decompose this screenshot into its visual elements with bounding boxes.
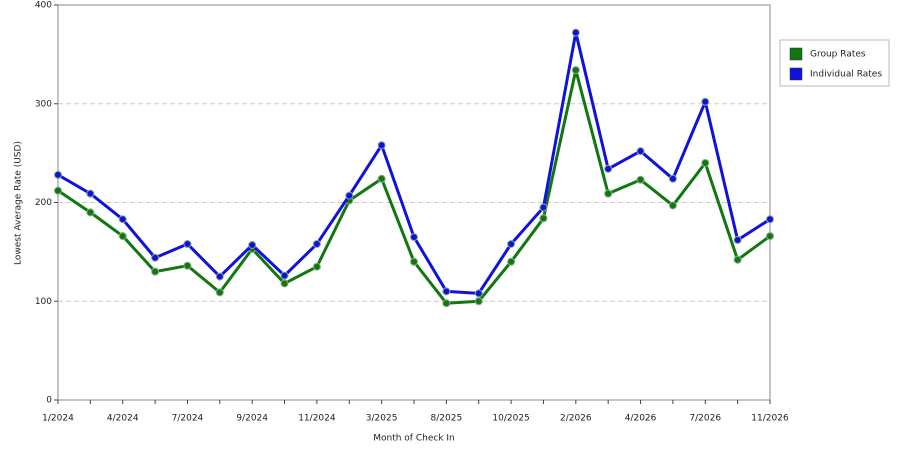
point bbox=[571, 28, 580, 37]
point bbox=[151, 253, 160, 262]
x-tick-label: 8/2025 bbox=[431, 414, 463, 424]
point bbox=[345, 191, 354, 200]
point bbox=[507, 257, 516, 266]
point bbox=[701, 97, 710, 106]
point bbox=[54, 170, 62, 179]
point bbox=[766, 232, 774, 241]
series-line bbox=[57, 31, 771, 295]
y-tick-label: 300 bbox=[35, 99, 52, 109]
x-tick-label: 7/2024 bbox=[172, 414, 204, 424]
point bbox=[410, 257, 418, 266]
x-tick-label: 4/2026 bbox=[625, 414, 657, 424]
x-tick-label: 10/2025 bbox=[492, 414, 529, 424]
y-tick-label: 400 bbox=[35, 1, 52, 11]
point bbox=[507, 239, 516, 248]
point bbox=[636, 147, 645, 156]
point bbox=[636, 175, 645, 184]
point bbox=[668, 174, 677, 183]
point bbox=[442, 287, 451, 296]
point bbox=[701, 159, 710, 167]
point bbox=[312, 239, 321, 248]
legend-label: Individual Rates bbox=[810, 70, 882, 80]
x-tick-label: 11/2024 bbox=[298, 414, 336, 424]
point bbox=[183, 239, 192, 248]
x-tick-label: 7/2026 bbox=[689, 414, 721, 424]
x-tick-label: 2/2026 bbox=[560, 414, 592, 424]
point bbox=[539, 214, 548, 223]
point bbox=[312, 262, 321, 271]
point bbox=[377, 174, 386, 183]
point bbox=[733, 255, 742, 264]
point bbox=[151, 267, 160, 276]
point bbox=[248, 240, 257, 249]
point bbox=[280, 279, 289, 288]
x-tick-label: 1/2024 bbox=[42, 414, 74, 424]
point bbox=[86, 208, 95, 217]
point bbox=[118, 215, 127, 224]
x-tick-label: 4/2024 bbox=[107, 414, 139, 424]
x-tick-label: 11/2026 bbox=[751, 414, 789, 424]
y-tick-label: 100 bbox=[35, 297, 52, 307]
y-tick-label: 200 bbox=[35, 198, 52, 208]
x-axis-label: Month of Check In bbox=[373, 434, 455, 444]
point bbox=[442, 299, 451, 308]
point bbox=[539, 203, 548, 212]
legend-label: Group Rates bbox=[810, 50, 866, 60]
point bbox=[280, 271, 289, 280]
point bbox=[118, 232, 127, 241]
point bbox=[474, 289, 483, 298]
series-line bbox=[57, 68, 771, 305]
x-tick-label: 9/2024 bbox=[236, 414, 268, 424]
point bbox=[377, 141, 386, 150]
point bbox=[733, 236, 742, 245]
point bbox=[766, 215, 774, 224]
point bbox=[215, 288, 224, 297]
point bbox=[54, 186, 62, 195]
point bbox=[668, 201, 677, 210]
y-tick-label: 0 bbox=[46, 396, 52, 406]
point bbox=[474, 297, 483, 306]
legend-swatch bbox=[789, 47, 803, 61]
point bbox=[410, 233, 418, 242]
point bbox=[571, 66, 580, 75]
point bbox=[215, 272, 224, 281]
point bbox=[604, 189, 613, 198]
point bbox=[86, 189, 95, 198]
x-tick-label: 3/2025 bbox=[366, 414, 398, 424]
y-axis-label: Lowest Average Rate (USD) bbox=[14, 141, 24, 265]
point bbox=[183, 261, 192, 270]
point bbox=[604, 164, 613, 173]
legend-swatch bbox=[789, 67, 803, 81]
